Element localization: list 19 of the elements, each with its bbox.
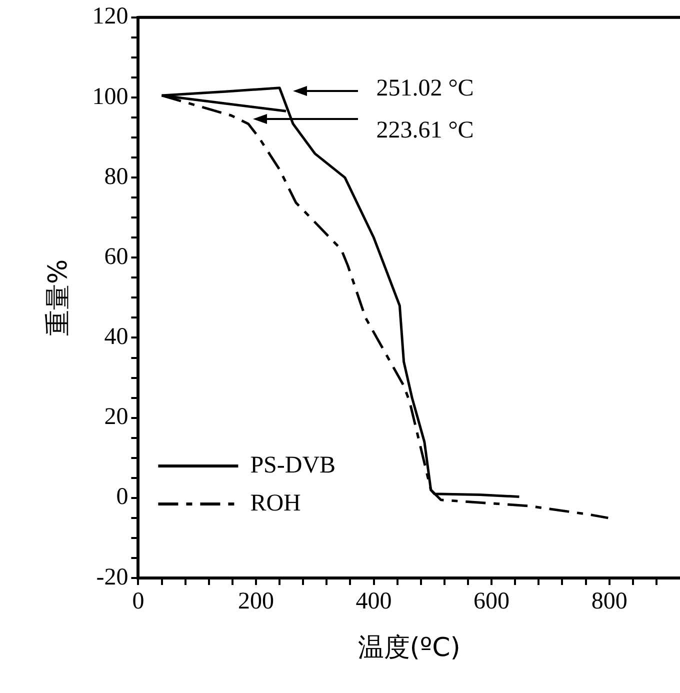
y-tick-label: 40 — [104, 324, 128, 350]
x-tick-label: 800 — [591, 588, 628, 615]
y-tick-label: 0 — [116, 484, 128, 510]
annotation: 223.61 °C — [376, 118, 474, 144]
y-tick-label: 120 — [92, 4, 128, 30]
x-tick-label: 400 — [356, 588, 392, 615]
y-axis-title: 重量% — [43, 259, 74, 336]
y-tick-label: -20 — [96, 564, 128, 590]
y-tick-label: 100 — [92, 84, 128, 110]
y-tick-label: 20 — [104, 404, 128, 430]
legend-label: ROH — [250, 490, 301, 516]
x-tick-label: 200 — [238, 588, 274, 615]
y-tick-label: 60 — [104, 244, 128, 270]
legend-label: PS-DVB — [250, 452, 336, 478]
y-tick-label: 80 — [104, 164, 128, 190]
x-tick-label: 600 — [474, 588, 510, 615]
x-axis-title: 温度(ºC) — [358, 633, 460, 664]
x-tick-label: 0 — [132, 588, 144, 615]
annotation: 251.02 °C — [376, 76, 474, 102]
